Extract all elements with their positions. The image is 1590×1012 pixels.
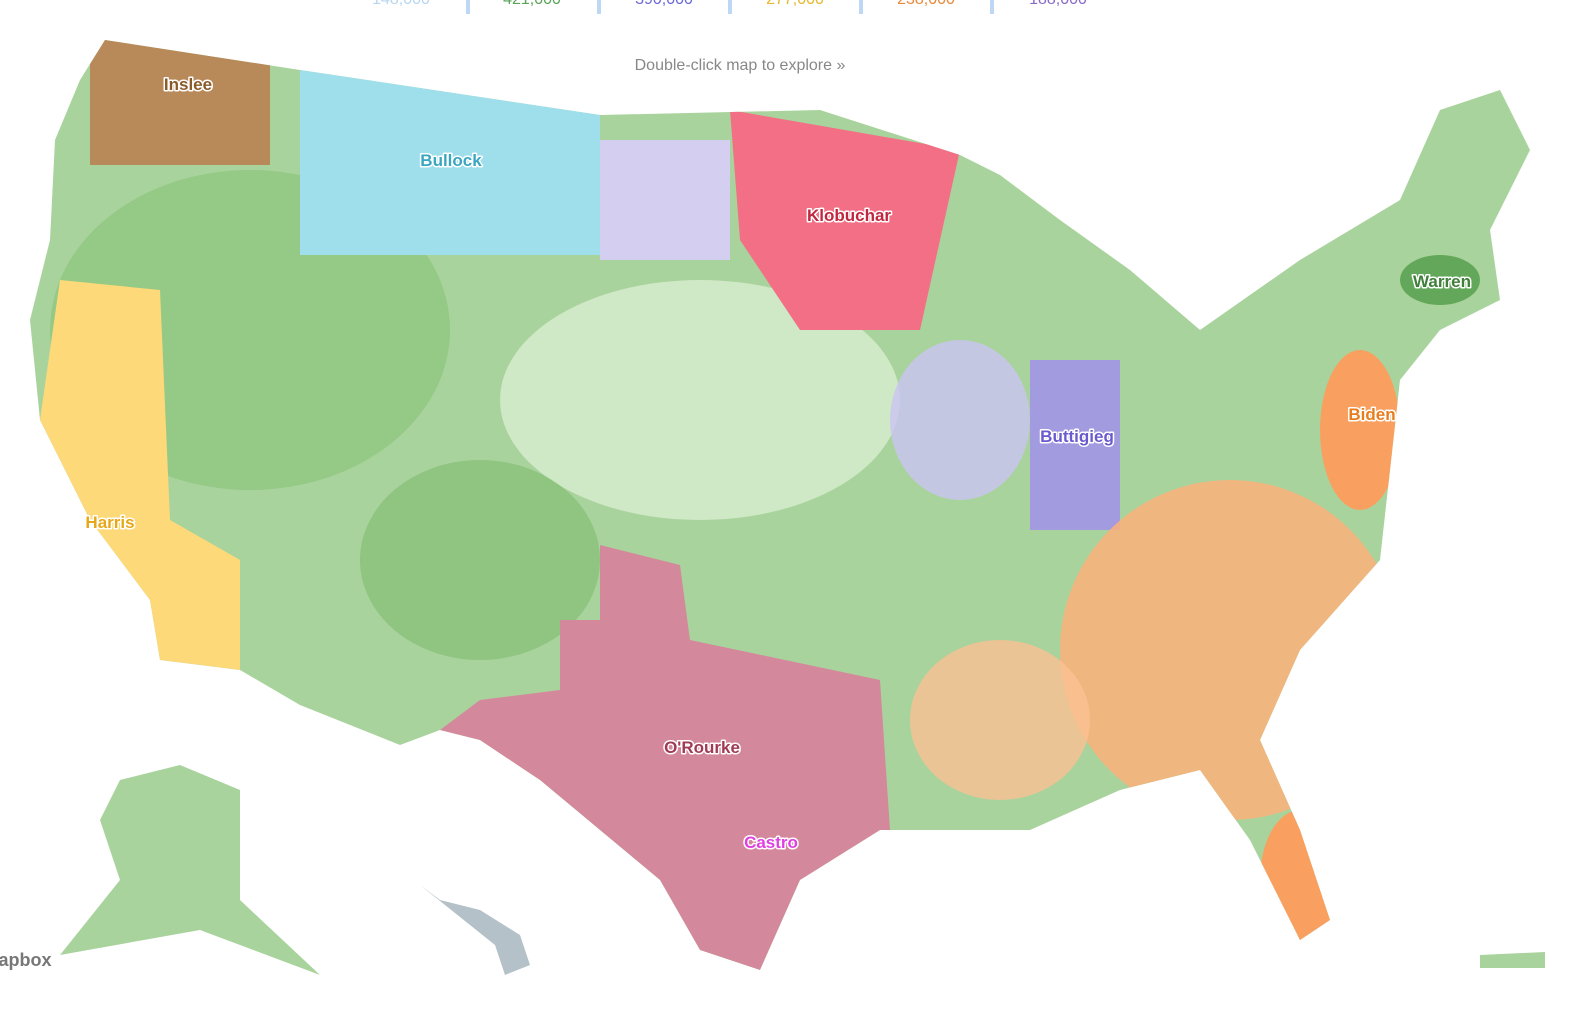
label: O'Rourke bbox=[664, 738, 740, 757]
alaska bbox=[60, 765, 320, 975]
top-bar: 148,000 421,000 390,000 277,000 238,000 … bbox=[372, 0, 1087, 14]
candidate-labels: Inslee Bullock Klobuchar Buttigieg Harri… bbox=[84, 74, 1473, 854]
count: 277,000 bbox=[766, 0, 824, 8]
label: Biden bbox=[1348, 405, 1395, 424]
label: Harris bbox=[85, 513, 134, 532]
count: 188,000 bbox=[1029, 0, 1087, 8]
label: Bullock bbox=[420, 151, 482, 170]
attribution: apbox bbox=[0, 950, 52, 970]
label: Castro bbox=[744, 833, 798, 852]
count: 148,000 bbox=[372, 0, 430, 8]
label: Warren bbox=[1413, 272, 1471, 291]
hawaii bbox=[420, 885, 530, 975]
puerto-rico bbox=[1480, 952, 1545, 968]
count: 421,000 bbox=[503, 0, 561, 8]
count: 238,000 bbox=[897, 0, 955, 8]
hint: Double-click map to explore » bbox=[635, 57, 846, 74]
label: Inslee bbox=[164, 75, 212, 94]
label: Klobuchar bbox=[807, 206, 891, 225]
count: 390,000 bbox=[635, 0, 693, 8]
label: Buttigieg bbox=[1040, 427, 1114, 446]
